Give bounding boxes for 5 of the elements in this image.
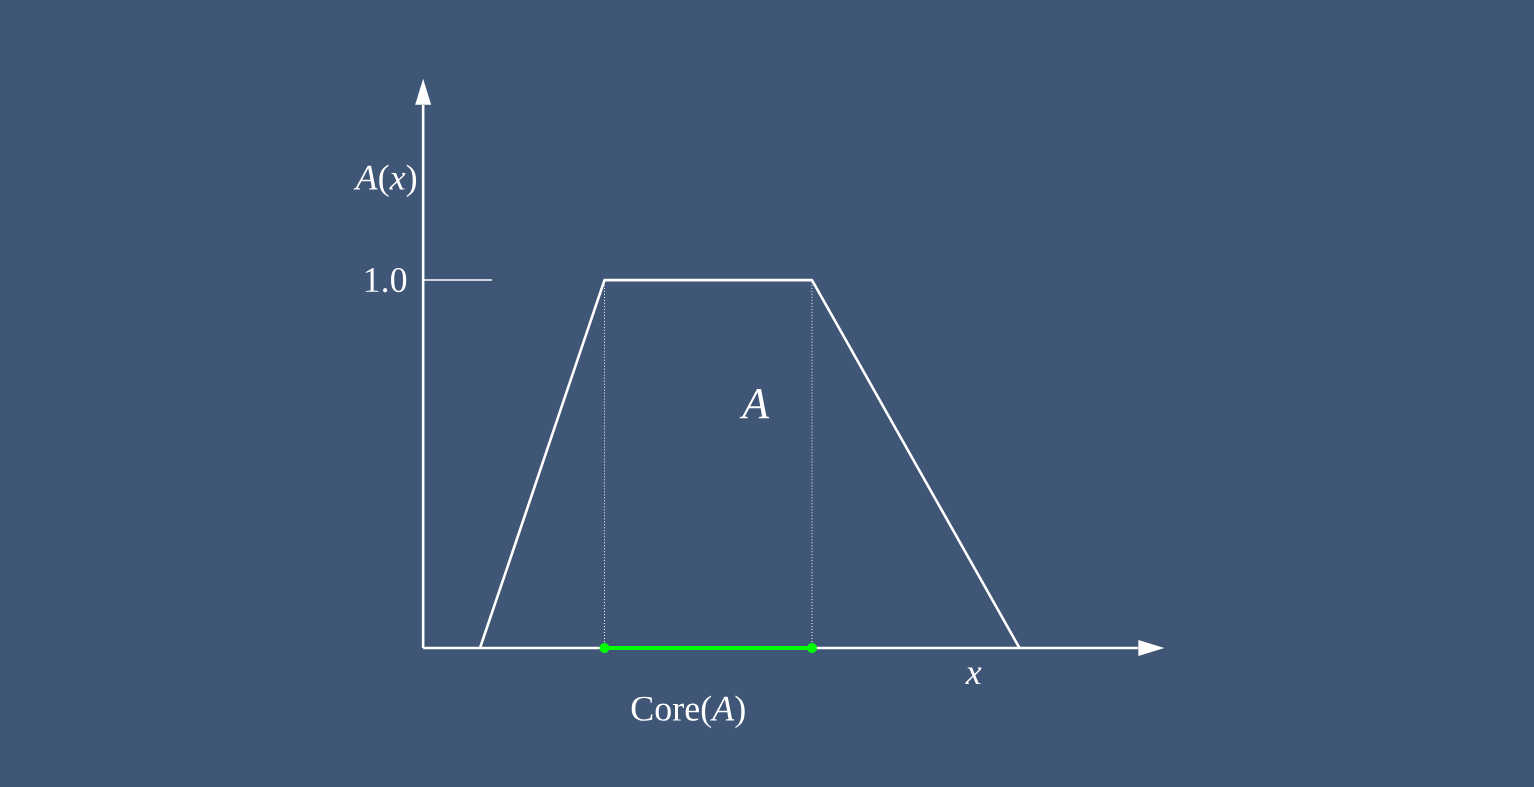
text: Core(A) <box>631 695 745 729</box>
annotation: A <box>739 389 770 419</box>
text: 1.0 <box>365 267 407 293</box>
y-axis-title: A(x) <box>353 164 417 198</box>
x-axis-title: x <box>965 667 982 685</box>
